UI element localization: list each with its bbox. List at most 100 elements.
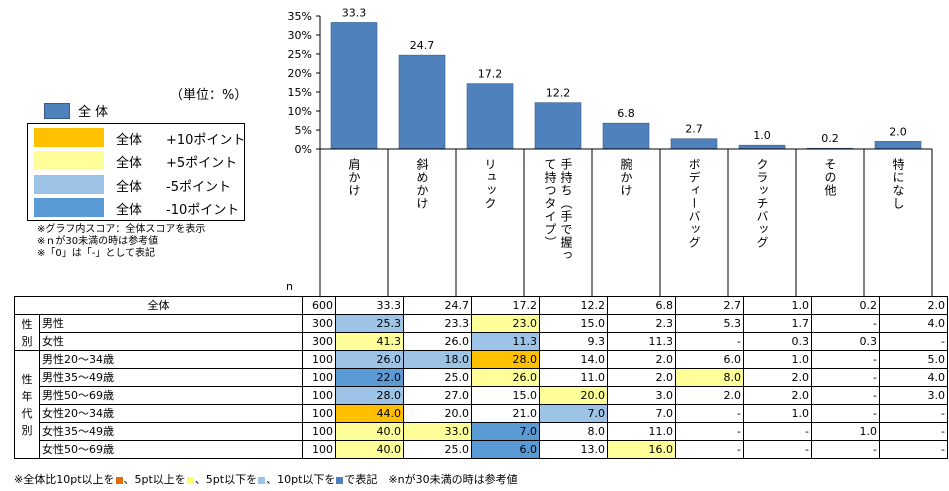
table-cell: 11.3: [607, 332, 676, 351]
legend-all-label: 全 体: [78, 105, 109, 120]
table-row: 性年代別男性20～34歳 100 26.0 18.0 28.0 14.0 2.0 6.0 1.0…: [14, 350, 948, 459]
table-cell: 14.0: [539, 350, 608, 369]
n-cell: 600: [302, 296, 336, 315]
table-cell: 4.0: [879, 314, 948, 333]
table-cell: 15.0: [471, 386, 540, 405]
table-cell: -: [811, 404, 880, 423]
legend-swatch-plus5: [34, 151, 104, 170]
table-cell: 0.2: [811, 296, 880, 315]
legend-row-threshold: -10ポイント: [166, 203, 240, 218]
y-tick-label: 25%: [288, 48, 312, 61]
bar-value-label: 33.3: [342, 6, 367, 19]
note-line: ※「0」は「-」として表記: [37, 248, 156, 259]
row-label: 全体: [14, 296, 303, 315]
legend-row-minus10: 全体 -10ポイント: [34, 198, 240, 218]
legend-all-swatch: [44, 102, 70, 119]
legend-row-label: 全体: [116, 180, 143, 195]
table-cell: 12.2: [539, 296, 608, 315]
bar: [534, 102, 582, 150]
footnote-text: で表記 ※nが30未満の時は参考値: [344, 473, 518, 486]
y-tick-label: 0%: [295, 143, 312, 156]
n-cell: 100: [302, 368, 336, 387]
bar-value-label: 12.2: [546, 87, 571, 100]
table-cell: 44.0: [335, 404, 404, 423]
table-cell: 18.0: [403, 350, 472, 369]
table-cell: 1.0: [743, 296, 812, 315]
n-cell: 300: [302, 314, 336, 333]
legend-all: 全 体: [44, 101, 108, 120]
row-label: 男性20～34歳: [39, 350, 303, 369]
y-tick-label: 35%: [288, 10, 312, 23]
legend-row-label: 全体: [116, 156, 143, 171]
table-cell: -: [675, 422, 744, 441]
note-line: ※ｎが30未満の時は参考値: [37, 236, 159, 247]
table-cell: 1.0: [743, 350, 812, 369]
table-cell: 7.0: [539, 404, 608, 423]
bar-chart: 0% 5% 10% 15% 20% 25% 30% 35% 33.3 24.7 17.2 12.2 6.…: [288, 6, 933, 296]
bar-value-label: 17.2: [478, 68, 503, 81]
table-cell: 2.0: [879, 296, 948, 315]
table-cell: -: [879, 404, 948, 423]
bar: [738, 144, 786, 150]
n-cell: 100: [302, 386, 336, 405]
table-cell: -: [879, 422, 948, 441]
table-row: 性別男性 300 25.3 23.3 23.0 15.0 2.3 5.3 1.7-4.0: [14, 314, 948, 351]
legend-swatch-minus5: [34, 175, 104, 194]
legend-row-minus5: 全体 -5ポイント: [34, 175, 240, 195]
bar: [670, 138, 718, 150]
n-cell: 100: [302, 404, 336, 423]
table-cell: -: [811, 314, 880, 333]
y-tick-label: 15%: [288, 86, 312, 99]
unit-label: （単位：%）: [170, 88, 248, 103]
bar: [874, 141, 922, 150]
table-cell: 23.3: [403, 314, 472, 333]
legend-row-threshold: +10ポイント: [166, 133, 246, 148]
table-row: 男性50～69歳 100 28.0 27.0 15.0 20.0 3.0 2.0 2.0-3.0: [15, 386, 948, 405]
table-cell: 11.0: [539, 368, 608, 387]
bar-value-label: 1.0: [753, 129, 771, 142]
n-cell: 100: [302, 422, 336, 441]
table-cell: 28.0: [335, 386, 404, 405]
legend-swatch-plus10: [34, 128, 104, 147]
table-cell: -: [743, 422, 812, 441]
y-tick-label: 30%: [288, 29, 312, 42]
table-cell: 0.3: [743, 332, 812, 351]
y-tick-label: 10%: [288, 105, 312, 118]
category-label: て持つタイプ）: [543, 158, 557, 249]
table-cell: 2.3: [607, 314, 676, 333]
table-cell: 21.0: [471, 404, 540, 423]
table-cell: -: [879, 440, 948, 459]
table-cell: 40.0: [335, 440, 404, 459]
n-cell: 300: [302, 332, 336, 351]
legend-row-label: 全体: [116, 133, 143, 148]
table-cell: 11.3: [471, 332, 540, 351]
table-row: 女性35～49歳 100 40.0 33.0 7.0 8.0 11.0- -1.0-: [15, 422, 948, 441]
table-cell: 2.7: [675, 296, 744, 315]
category-label: 肩かけ: [347, 157, 361, 197]
table-cell: -: [811, 350, 880, 369]
table-cell: -: [675, 404, 744, 423]
bar-value-label: 2.0: [889, 125, 907, 138]
legend-row-threshold: +5ポイント: [166, 156, 238, 171]
category-label: 手持ち（手で握っ: [559, 158, 573, 262]
highlight-legend: 全体 +10ポイント 全体 +5ポイント 全体 -5ポイント 全体 -10ポイン…: [27, 123, 245, 221]
n-cell: 100: [302, 350, 336, 369]
footnote-color-dot: [186, 476, 194, 484]
footnote-text: 、10pt以下を: [266, 473, 336, 486]
footnote-text: 、5pt以下を: [194, 473, 258, 486]
footnote-text: ※全体比10pt以上を: [14, 473, 115, 486]
category-label: 特になし: [891, 157, 905, 210]
category-label: その他: [823, 158, 837, 197]
table-cell: 26.0: [403, 332, 472, 351]
table-cell: 3.0: [879, 386, 948, 405]
table-cell: -: [811, 368, 880, 387]
table-cell: -: [675, 440, 744, 459]
category-label: 斜めかけ: [415, 158, 429, 210]
footnote-text: 、5pt以上を: [123, 473, 186, 486]
table-cell: 22.0: [335, 368, 404, 387]
table-cell: 16.0: [607, 440, 676, 459]
footnote-color-dot: [336, 476, 344, 484]
table-row: 女性 300 41.3 26.0 11.3 9.3 11.3-0.3 0.3-: [15, 332, 948, 351]
table-cell: 8.0: [539, 422, 608, 441]
chart-notes: ※グラフ内スコア：全体スコアを表示 ※ｎが30未満の時は参考値 ※「0」は「-」…: [37, 224, 205, 260]
